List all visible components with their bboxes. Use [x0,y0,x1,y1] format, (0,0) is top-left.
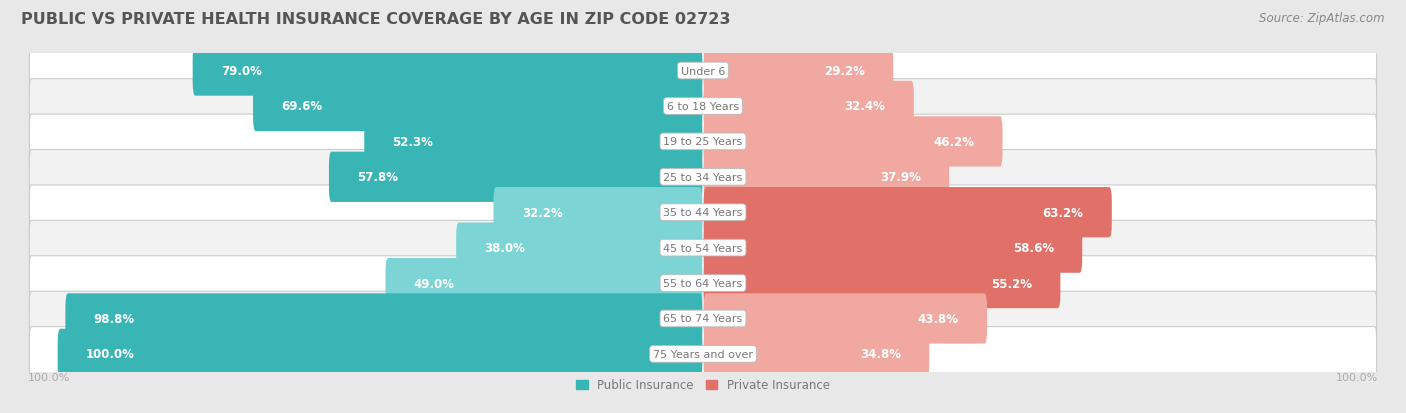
Text: 69.6%: 69.6% [281,100,322,113]
FancyBboxPatch shape [30,221,1376,275]
FancyBboxPatch shape [703,46,893,97]
Text: 32.2%: 32.2% [522,206,562,219]
Text: 75 Years and over: 75 Years and over [652,349,754,359]
Text: 55 to 64 Years: 55 to 64 Years [664,278,742,288]
Text: 98.8%: 98.8% [94,312,135,325]
FancyBboxPatch shape [703,223,1083,273]
FancyBboxPatch shape [30,327,1376,381]
Text: 100.0%: 100.0% [1336,373,1378,382]
FancyBboxPatch shape [703,329,929,379]
FancyBboxPatch shape [30,292,1376,346]
Text: 65 to 74 Years: 65 to 74 Years [664,314,742,324]
Text: 6 to 18 Years: 6 to 18 Years [666,102,740,112]
Text: 58.6%: 58.6% [1012,242,1054,254]
FancyBboxPatch shape [30,115,1376,169]
Text: 57.8%: 57.8% [357,171,398,184]
Text: 19 to 25 Years: 19 to 25 Years [664,137,742,147]
FancyBboxPatch shape [30,150,1376,204]
Text: 29.2%: 29.2% [824,65,865,78]
FancyBboxPatch shape [30,79,1376,134]
FancyBboxPatch shape [58,329,703,379]
FancyBboxPatch shape [364,117,703,167]
FancyBboxPatch shape [30,185,1376,240]
FancyBboxPatch shape [703,294,987,344]
Text: 100.0%: 100.0% [86,348,135,361]
Text: 43.8%: 43.8% [918,312,959,325]
FancyBboxPatch shape [703,82,914,132]
FancyBboxPatch shape [494,188,703,238]
Text: 37.9%: 37.9% [880,171,921,184]
Text: 25 to 34 Years: 25 to 34 Years [664,172,742,183]
Text: Under 6: Under 6 [681,66,725,76]
Text: 35 to 44 Years: 35 to 44 Years [664,208,742,218]
Text: PUBLIC VS PRIVATE HEALTH INSURANCE COVERAGE BY AGE IN ZIP CODE 02723: PUBLIC VS PRIVATE HEALTH INSURANCE COVER… [21,12,731,27]
FancyBboxPatch shape [703,152,949,202]
FancyBboxPatch shape [703,258,1060,309]
Text: 34.8%: 34.8% [860,348,901,361]
Text: 79.0%: 79.0% [221,65,262,78]
FancyBboxPatch shape [193,46,703,97]
Text: 45 to 54 Years: 45 to 54 Years [664,243,742,253]
FancyBboxPatch shape [703,117,1002,167]
Text: 46.2%: 46.2% [934,135,974,149]
Text: 100.0%: 100.0% [28,373,70,382]
FancyBboxPatch shape [456,223,703,273]
Text: 52.3%: 52.3% [392,135,433,149]
FancyBboxPatch shape [30,256,1376,311]
Legend: Public Insurance, Private Insurance: Public Insurance, Private Insurance [576,378,830,391]
Text: 63.2%: 63.2% [1043,206,1084,219]
FancyBboxPatch shape [385,258,703,309]
FancyBboxPatch shape [253,82,703,132]
Text: Source: ZipAtlas.com: Source: ZipAtlas.com [1260,12,1385,25]
FancyBboxPatch shape [30,44,1376,99]
FancyBboxPatch shape [703,188,1112,238]
Text: 49.0%: 49.0% [413,277,454,290]
FancyBboxPatch shape [329,152,703,202]
FancyBboxPatch shape [66,294,703,344]
Text: 32.4%: 32.4% [845,100,886,113]
Text: 38.0%: 38.0% [485,242,526,254]
Text: 55.2%: 55.2% [991,277,1032,290]
